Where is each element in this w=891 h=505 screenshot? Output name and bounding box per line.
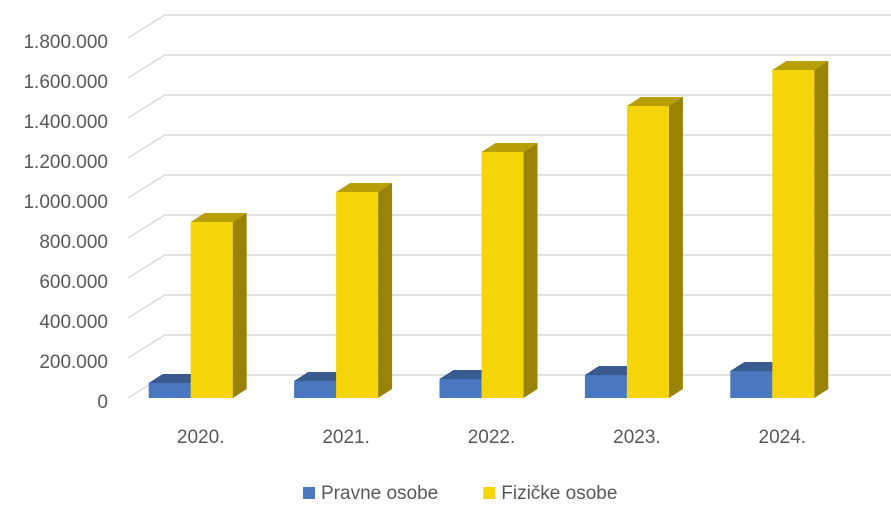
bar-top [481,143,538,152]
bar-side [378,183,393,398]
bar-front [190,222,233,398]
bar-front [336,192,379,398]
bar-front [439,379,482,398]
bar-side [814,61,829,398]
y-tick-label: 200.000 [39,352,108,373]
bar-front [584,375,627,398]
bar [772,61,829,398]
grid-line [127,14,891,39]
y-tick-label: 600.000 [39,272,108,293]
bar [190,213,247,398]
legend-label: Fizičke osobe [501,483,617,504]
x-tick-label: 2021. [322,427,370,448]
bar-front [626,106,669,398]
bar-front [148,383,191,398]
bar-side [668,97,683,398]
y-tick-label: 0 [97,392,108,413]
bar-front [481,152,524,398]
bar-front [294,381,337,398]
x-tick-label: 2020. [177,427,225,448]
x-tick-label: 2023. [613,427,661,448]
grid-line [127,54,891,79]
y-tick-label: 1.000.000 [23,192,108,213]
grid-line [127,94,891,119]
y-tick-label: 400.000 [39,312,108,333]
legend-label: Pravne osobe [321,483,438,504]
y-tick-label: 1.200.000 [23,152,108,173]
bar [481,143,538,398]
x-tick-label: 2022. [468,427,516,448]
y-tick-label: 1.800.000 [23,32,108,53]
bar-top [336,183,393,192]
bar-top [626,97,683,106]
bar-side [523,143,538,398]
y-tick-label: 800.000 [39,232,108,253]
bar [626,97,683,398]
legend-swatch [303,487,315,499]
y-tick-label: 1.600.000 [23,72,108,93]
bar-front [730,371,773,398]
bar-front [772,70,815,398]
bar [336,183,393,398]
bar-top [190,213,247,222]
legend-swatch [483,487,496,499]
bar-side [232,213,247,398]
y-tick-label: 1.400.000 [23,112,108,133]
bar-top [772,61,829,70]
x-tick-label: 2024. [759,427,807,448]
